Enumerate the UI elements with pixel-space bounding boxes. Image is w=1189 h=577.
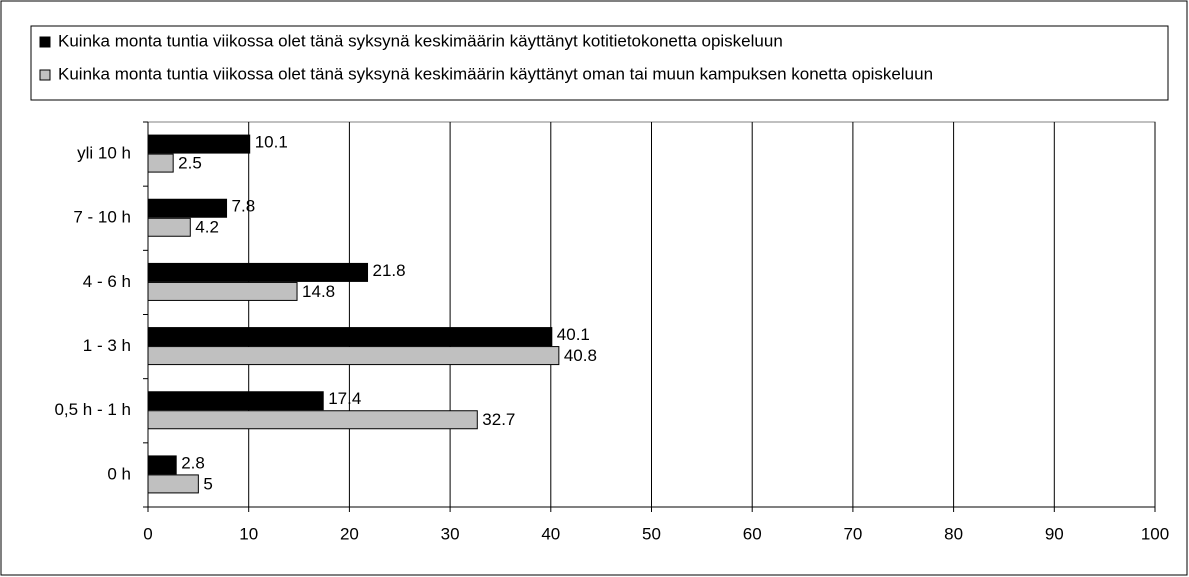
bar (147, 391, 324, 411)
y-tick-label: 7 - 10 h (73, 208, 131, 227)
x-tick-label: 60 (743, 524, 762, 543)
bar (147, 455, 177, 475)
data-label: 14.8 (302, 282, 335, 301)
bar (147, 327, 553, 347)
x-tick-label: 20 (340, 524, 359, 543)
x-tick-label: 0 (143, 524, 152, 543)
bar (147, 217, 191, 237)
x-tick-label: 90 (1045, 524, 1064, 543)
legend-swatch (39, 36, 51, 48)
y-tick-label: 4 - 6 h (83, 272, 131, 291)
bar (147, 281, 298, 301)
x-tick-label: 10 (239, 524, 258, 543)
data-label: 5 (203, 474, 212, 493)
bar (147, 198, 228, 218)
data-label: 40.8 (564, 346, 597, 365)
data-label: 2.5 (178, 154, 202, 173)
data-label: 2.8 (181, 453, 205, 472)
bar (147, 134, 251, 154)
legend-label: Kuinka monta tuntia viikossa olet tänä s… (58, 31, 783, 50)
data-label: 7.8 (232, 197, 256, 216)
y-tick-label: 0 h (107, 464, 131, 483)
x-tick-label: 30 (441, 524, 460, 543)
legend-box (30, 25, 1169, 101)
data-label: 17.4 (328, 389, 361, 408)
legend-label: Kuinka monta tuntia viikossa olet tänä s… (58, 64, 933, 83)
data-label: 40.1 (557, 325, 590, 344)
legend-swatch (39, 69, 51, 81)
bar (147, 346, 560, 366)
data-label: 4.2 (195, 218, 219, 237)
x-tick-label: 100 (1141, 524, 1169, 543)
x-tick-label: 40 (541, 524, 560, 543)
y-tick-label: yli 10 h (77, 144, 131, 163)
data-label: 10.1 (255, 133, 288, 152)
y-tick-label: 0,5 h - 1 h (54, 400, 131, 419)
x-tick-label: 70 (843, 524, 862, 543)
y-tick-label: 1 - 3 h (83, 336, 131, 355)
x-tick-label: 80 (944, 524, 963, 543)
data-label: 32.7 (482, 410, 515, 429)
data-label: 21.8 (373, 261, 406, 280)
x-tick-label: 50 (642, 524, 661, 543)
bar (147, 410, 478, 430)
bar (147, 153, 174, 173)
bar (147, 474, 199, 494)
bar (147, 262, 369, 282)
